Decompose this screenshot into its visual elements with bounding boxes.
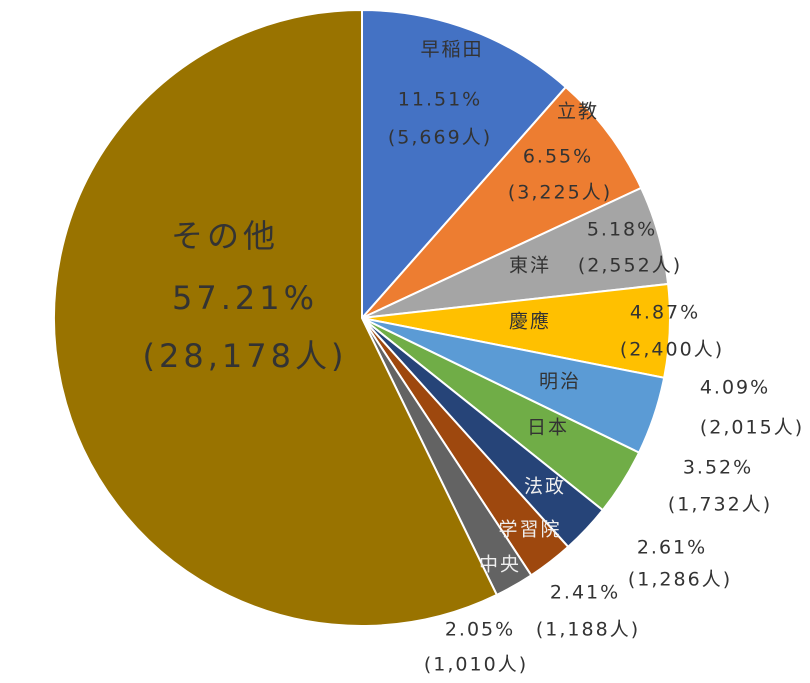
slice-name: 東洋: [509, 255, 551, 277]
pie-slice: [53, 8, 499, 627]
value-label: 57.21%: [172, 279, 318, 317]
slice-name: 法政: [524, 476, 566, 498]
value-label: 5.18%: [587, 219, 657, 241]
pie-slice: [361, 85, 643, 319]
count-label: (2,400人): [620, 339, 724, 361]
pie-slice: [361, 8, 568, 321]
slice-name: 学習院: [498, 519, 561, 541]
slice-name: 中央: [479, 554, 521, 576]
value-label: 4.87%: [630, 302, 700, 324]
count-label: (1,188人): [536, 619, 640, 641]
count-label: (2,552人): [578, 255, 682, 277]
slice-name: 慶應: [509, 310, 551, 333]
count-label: (1,732人): [668, 494, 772, 516]
slice-name: 立教: [557, 101, 599, 123]
count-label: (5,669人): [388, 127, 492, 149]
value-label: 3.52%: [683, 457, 753, 479]
count-label: (1,010人): [424, 654, 528, 676]
count-label: (28,178人): [143, 337, 348, 375]
value-label: 11.51%: [398, 89, 482, 111]
slice-name: その他: [171, 217, 279, 255]
value-label: 2.05%: [445, 619, 515, 641]
count-label: (1,286人): [628, 569, 732, 591]
slice-name: 日本: [527, 417, 569, 439]
value-label: 6.55%: [523, 146, 593, 168]
value-label: 4.09%: [700, 377, 770, 399]
value-label: 2.41%: [550, 582, 620, 604]
slice-name: 早稲田: [420, 39, 483, 61]
count-label: (2,015人): [700, 417, 804, 439]
value-label: 2.61%: [637, 537, 707, 559]
slice-name: 明治: [539, 371, 581, 393]
count-label: (3,225人): [508, 182, 612, 204]
